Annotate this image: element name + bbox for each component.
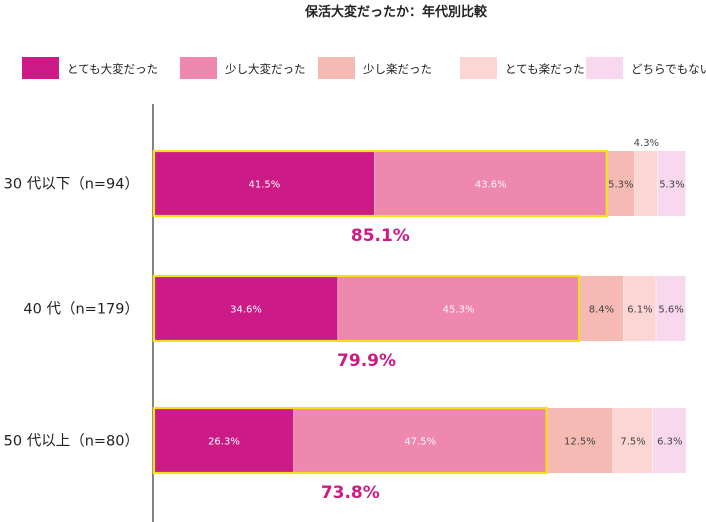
- data-label: 6.3%: [657, 437, 682, 448]
- total-highlight-box: [152, 406, 548, 475]
- bar-segment: [623, 276, 657, 341]
- bar-segment: [656, 276, 686, 341]
- bar-segment: [154, 151, 375, 216]
- data-label: 4.3%: [634, 138, 659, 149]
- bar-segment: [154, 276, 339, 341]
- data-label: 34.6%: [230, 305, 262, 316]
- bar-row: 40 代（n=179） 34.6% 45.3% 8.4% 6.1% 5.6% 79.9%: [23, 274, 687, 371]
- legend: とても大変だった 少し大変だった 少し楽だった とても楽だった どちらでもない: [22, 57, 706, 79]
- legend-label: とても楽だった: [505, 62, 585, 76]
- total-label: 79.9%: [337, 351, 396, 371]
- data-label: 6.1%: [627, 305, 652, 316]
- total-highlight-box: [152, 149, 608, 218]
- bar-segment: [546, 408, 614, 473]
- data-label: 5.6%: [658, 305, 683, 316]
- total-label: 85.1%: [351, 226, 410, 246]
- data-label: 7.5%: [620, 437, 645, 448]
- bar-segment: [613, 408, 654, 473]
- legend-label: 少し楽だった: [363, 62, 432, 76]
- legend-swatch: [22, 57, 59, 79]
- bar-segment: [374, 151, 607, 216]
- chart-title: 保活大変だったか：年代別比較: [304, 4, 488, 20]
- legend-swatch: [318, 57, 355, 79]
- legend-label: どちらでもない: [631, 62, 706, 76]
- legend-swatch: [460, 57, 497, 79]
- data-label: 45.3%: [443, 305, 475, 316]
- bar-segment: [606, 151, 635, 216]
- total-highlight-box: [152, 274, 581, 343]
- category-label: 30 代以下（n=94）: [4, 176, 139, 193]
- bar-segment: [634, 151, 658, 216]
- bar-row: 50 代以上（n=80） 26.3% 47.5% 12.5% 7.5% 6.3% 73.8%: [4, 406, 688, 503]
- data-label: 43.6%: [475, 180, 507, 191]
- bar-segment: [293, 408, 547, 473]
- total-label: 73.8%: [321, 483, 380, 503]
- bar-segment: [657, 151, 686, 216]
- data-label: 8.4%: [589, 305, 614, 316]
- data-label: 5.3%: [659, 180, 684, 191]
- bar-segment: [579, 276, 624, 341]
- bar-segment: [338, 276, 580, 341]
- category-label: 40 代（n=179）: [23, 301, 139, 318]
- legend-swatch: [586, 57, 623, 79]
- data-label: 12.5%: [564, 437, 596, 448]
- bar-segment: [154, 408, 294, 473]
- bar-row: 30 代以下（n=94） 41.5% 43.6% 5.3% 4.3% 5.3% 85.1%: [4, 138, 687, 246]
- legend-label: 少し大変だった: [225, 62, 306, 76]
- bars: 30 代以下（n=94） 41.5% 43.6% 5.3% 4.3% 5.3% 85.1% 4…: [4, 138, 688, 503]
- legend-label: とても大変だった: [67, 62, 158, 76]
- data-label: 47.5%: [404, 437, 436, 448]
- data-label: 5.3%: [608, 180, 633, 191]
- data-label: 41.5%: [248, 180, 280, 191]
- legend-swatch: [180, 57, 217, 79]
- bar-segment: [653, 408, 687, 473]
- category-label: 50 代以上（n=80）: [4, 433, 139, 450]
- data-label: 26.3%: [208, 437, 240, 448]
